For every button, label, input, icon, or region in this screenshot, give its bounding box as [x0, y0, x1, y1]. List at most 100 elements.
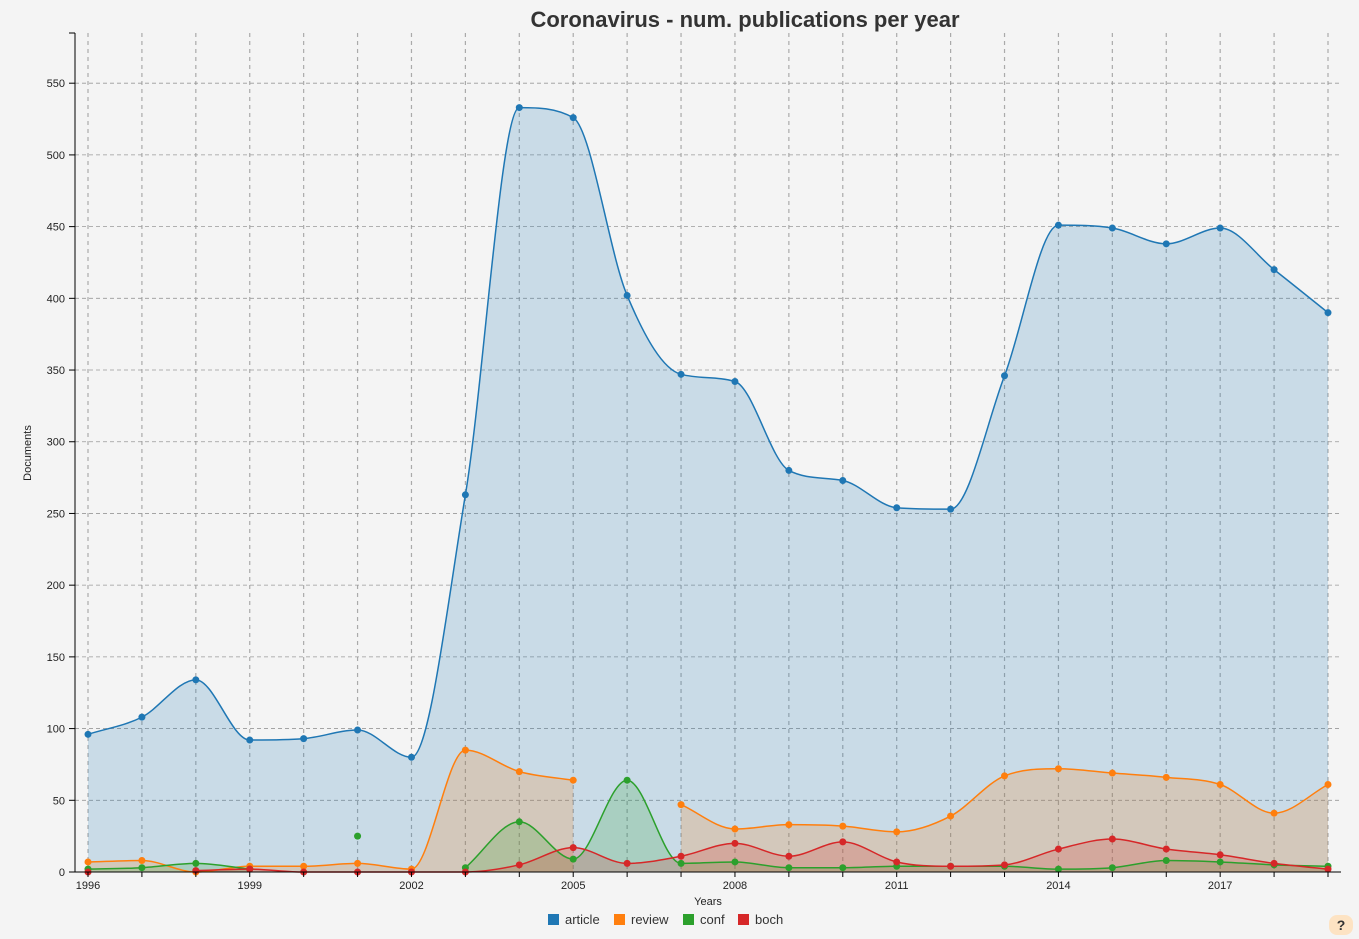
area-article	[88, 107, 1328, 873]
point-conf	[731, 858, 739, 866]
x-tick-label: 1999	[237, 880, 261, 892]
point-boch	[515, 861, 523, 869]
point-article	[192, 676, 200, 684]
point-review	[461, 746, 469, 754]
x-tick-label: 2002	[399, 880, 423, 892]
y-tick-label: 150	[47, 652, 65, 664]
y-tick-label: 400	[47, 293, 65, 305]
legend-swatch-boch	[738, 914, 749, 925]
point-boch	[1216, 851, 1224, 859]
point-review	[138, 857, 146, 865]
point-article	[839, 476, 847, 484]
point-review	[1216, 781, 1224, 789]
point-article	[1108, 224, 1116, 232]
point-review	[1054, 765, 1062, 773]
y-axis-label: Documents	[22, 425, 34, 481]
point-review	[785, 821, 793, 829]
line-conf	[87, 862, 250, 870]
point-article	[354, 726, 362, 734]
area-review	[88, 750, 574, 872]
point-conf	[1162, 857, 1170, 865]
point-article	[1324, 309, 1332, 317]
point-review	[677, 801, 685, 809]
line-article	[87, 106, 1329, 759]
legend-swatch-review	[614, 914, 625, 925]
point-conf	[569, 855, 577, 863]
point-boch	[1324, 865, 1332, 873]
axes: 0 50 100 150 200 250 300 350 400 450 500 550 1996 199…	[47, 32, 1341, 892]
point-article	[1162, 240, 1170, 248]
point-article	[1270, 266, 1278, 274]
x-tick-label: 2011	[885, 880, 909, 892]
point-boch	[731, 839, 739, 847]
point-boch	[839, 838, 847, 846]
point-article	[300, 735, 308, 743]
area-conf	[465, 780, 1328, 872]
y-tick-label: 550	[47, 78, 65, 90]
point-review	[1108, 769, 1116, 777]
point-conf	[623, 776, 631, 784]
series-points	[84, 104, 1332, 876]
point-boch	[1054, 845, 1062, 853]
y-tick-label: 450	[47, 222, 65, 234]
point-review	[947, 812, 955, 820]
point-review	[569, 776, 577, 784]
x-tick-label: 1996	[76, 880, 100, 892]
y-tick-label: 500	[47, 150, 65, 162]
point-conf	[1054, 865, 1062, 873]
x-tick-label: 2017	[1208, 880, 1232, 892]
point-boch	[677, 852, 685, 860]
grid	[75, 33, 1341, 872]
point-conf	[138, 864, 146, 872]
point-article	[947, 505, 955, 513]
point-conf	[677, 859, 685, 867]
chart-title: Coronavirus - num. publications per year	[530, 7, 960, 32]
point-boch	[893, 858, 901, 866]
y-tick-label: 350	[47, 365, 65, 377]
point-conf	[785, 864, 793, 872]
y-tick-label: 100	[47, 724, 65, 736]
point-article	[731, 378, 739, 386]
point-conf	[354, 832, 362, 840]
point-boch	[623, 859, 631, 867]
point-article	[785, 466, 793, 474]
area-boch	[195, 839, 1329, 872]
point-review	[84, 858, 92, 866]
legend-label-boch: boch	[755, 912, 783, 927]
y-tick-label: 250	[47, 508, 65, 520]
point-article	[677, 370, 685, 378]
point-review	[354, 859, 362, 867]
point-review	[300, 862, 308, 870]
point-article	[893, 504, 901, 512]
point-review	[1270, 809, 1278, 817]
point-review	[731, 825, 739, 833]
point-boch	[1108, 835, 1116, 843]
y-tick-label: 200	[47, 580, 65, 592]
legend-label-review: review	[631, 912, 669, 927]
legend-swatch-conf	[683, 914, 694, 925]
point-boch	[1270, 859, 1278, 867]
point-boch	[785, 852, 793, 860]
point-article	[246, 736, 254, 744]
point-article	[569, 114, 577, 122]
point-conf	[839, 864, 847, 872]
legend-label-conf: conf	[700, 912, 725, 927]
point-review	[1324, 781, 1332, 789]
point-article	[461, 491, 469, 499]
point-conf	[515, 818, 523, 826]
point-boch	[1001, 861, 1009, 869]
point-conf	[192, 859, 200, 867]
help-button[interactable]: ?	[1329, 915, 1353, 935]
y-tick-label: 300	[47, 437, 65, 449]
point-conf	[1216, 858, 1224, 866]
point-boch	[569, 844, 577, 852]
point-boch	[947, 862, 955, 870]
legend-swatch-article	[548, 914, 559, 925]
line-conf	[464, 779, 1329, 870]
x-tick-label: 2014	[1046, 880, 1070, 892]
point-review	[893, 828, 901, 836]
point-article	[1054, 221, 1062, 229]
y-tick-label: 0	[59, 867, 65, 879]
line-review	[87, 749, 574, 873]
point-review	[1001, 772, 1009, 780]
